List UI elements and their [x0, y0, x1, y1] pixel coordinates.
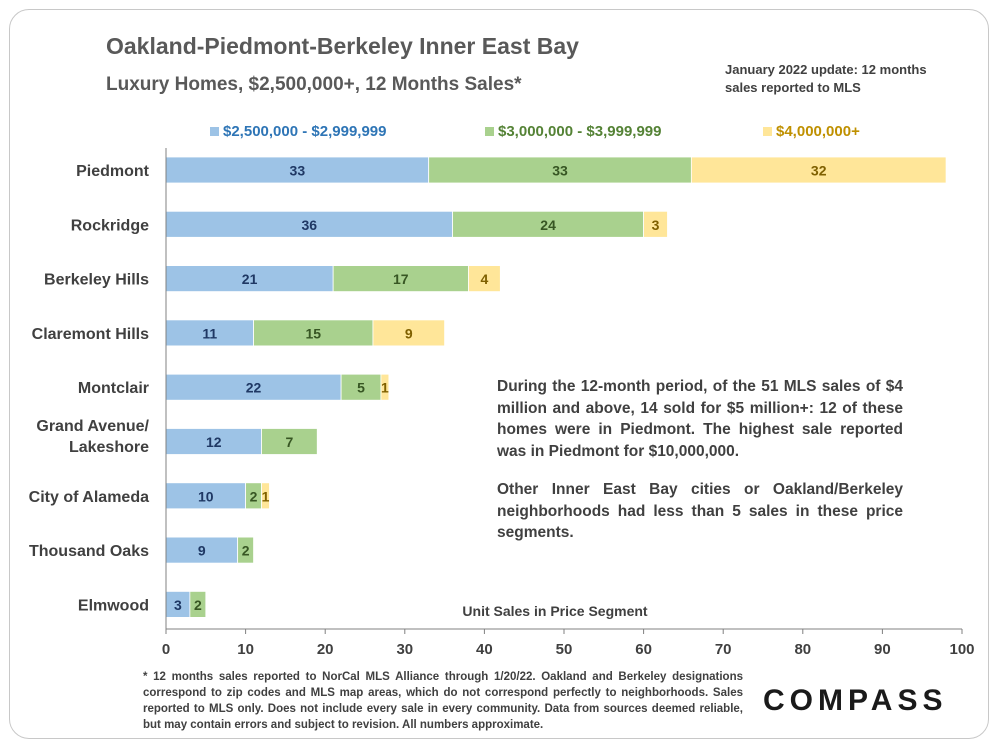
annotation-paragraph-1: During the 12-month period, of the 51 ML… [497, 378, 903, 460]
category-label: Piedmont [76, 163, 150, 180]
bar-segment [372, 319, 445, 347]
category-label: Berkeley Hills [44, 272, 149, 289]
bar-segment [468, 265, 501, 293]
annotation-text: During the 12-month period, of the 51 ML… [497, 376, 903, 561]
data-label: 12 [206, 434, 222, 450]
data-label: 3 [652, 217, 660, 233]
bar-segment [189, 591, 207, 618]
compass-logo: COMPASS [763, 684, 948, 717]
data-label: 33 [290, 163, 306, 179]
bar-segment [332, 265, 469, 293]
data-label: 24 [540, 217, 556, 233]
category-label: Rockridge [71, 217, 149, 234]
chart-subtitle: Luxury Homes, $2,500,000+, 12 Months Sal… [106, 74, 522, 95]
data-label: 2 [250, 488, 258, 504]
legend-label-series-2: $3,000,000 - $3,999,999 [498, 123, 662, 140]
category-label: Claremont Hills [32, 326, 149, 343]
x-tick-label: 80 [794, 641, 811, 658]
x-tick-label: 70 [715, 641, 732, 658]
data-label: 3 [174, 597, 182, 613]
bar-segment [428, 156, 692, 184]
data-label: 1 [381, 380, 389, 396]
x-tick-label: 30 [396, 641, 413, 658]
bar-segment [165, 265, 334, 293]
bar-segment [452, 210, 644, 238]
data-label: 4 [481, 271, 489, 287]
category-label: Elmwood [78, 597, 149, 614]
bar-segment [165, 482, 246, 510]
chart-title: Oakland-Piedmont-Berkeley Inner East Bay [106, 33, 579, 59]
data-label: 36 [301, 217, 317, 233]
legend-swatch-series-1 [210, 127, 219, 136]
data-label: 32 [811, 163, 827, 179]
category-label: Montclair [78, 380, 149, 397]
x-tick-label: 100 [949, 641, 974, 658]
category-label: Thousand Oaks [29, 543, 149, 560]
bar-segment [261, 428, 318, 455]
bar-segment [261, 482, 270, 510]
bar-segment [165, 428, 262, 455]
legend-label-series-1: $2,500,000 - $2,999,999 [223, 123, 387, 140]
footnote: * 12 months sales reported to NorCal MLS… [143, 671, 743, 731]
data-label: 11 [202, 325, 217, 341]
x-tick-label: 40 [476, 641, 493, 658]
legend-swatch-series-2 [485, 127, 494, 136]
bar-segment [165, 319, 254, 347]
data-label: 33 [552, 163, 568, 179]
x-tick-label: 10 [237, 641, 254, 658]
data-label: 9 [198, 543, 206, 559]
data-label: 15 [305, 325, 321, 341]
bar-segment [690, 156, 947, 184]
x-tick-label: 90 [874, 641, 891, 658]
data-label: 17 [393, 271, 409, 287]
data-label: 5 [357, 380, 365, 396]
bar-segment [643, 210, 668, 238]
data-label: 1 [262, 488, 270, 504]
category-label: Grand Avenue/Lakeshore [36, 418, 149, 456]
data-label: 2 [242, 543, 250, 559]
legend-item-series-2: $3,000,000 - $3,999,999 [485, 123, 661, 140]
data-label: 21 [242, 271, 258, 287]
x-tick-label: 0 [162, 641, 170, 658]
update-note: January 2022 update: 12 months sales rep… [725, 62, 927, 95]
x-tick-label: 50 [556, 641, 573, 658]
legend-item-series-3: $4,000,000+ [763, 123, 860, 140]
data-label: 9 [405, 325, 413, 341]
bar-segment [380, 373, 390, 401]
x-tick-label: 20 [317, 641, 334, 658]
data-label: 7 [285, 434, 293, 450]
x-tick-label: 60 [635, 641, 652, 658]
data-label: 22 [246, 380, 262, 396]
category-label: City of Alameda [29, 489, 149, 506]
legend-label-series-3: $4,000,000+ [776, 123, 860, 140]
bar-segment [237, 536, 254, 564]
annotation-paragraph-2: Other Inner East Bay cities or Oakland/B… [497, 481, 903, 541]
data-label: 2 [194, 597, 202, 613]
bar-segment [253, 319, 374, 347]
legend-item-series-1: $2,500,000 - $2,999,999 [210, 123, 386, 140]
legend-swatch-series-3 [763, 127, 772, 136]
data-label: 10 [198, 488, 214, 504]
x-axis-label: Unit Sales in Price Segment [462, 603, 648, 619]
